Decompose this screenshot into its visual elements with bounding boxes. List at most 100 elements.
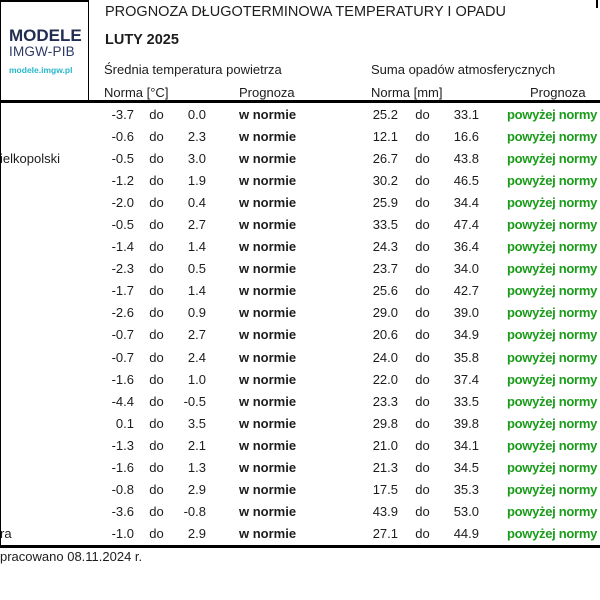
temp-forecast-value: w normie [239,217,297,233]
temp-norm-max: 1.0 [187,371,206,387]
temp-forecast-value: w normie [239,526,297,542]
table-row: -1.7 do 1.4 w normie 25.6 do 42.7 powyżej normy [0,280,600,302]
prepared-date: pracowano 08.11.2024 r. [0,549,143,564]
precip-forecast-value: powyżej normy [507,172,598,188]
temp-forecast-value: w normie [239,194,297,210]
temp-forecast-header: Prognoza [239,85,295,100]
precip-norm-min: 29.0 [372,305,398,321]
table-bottom-border [0,545,600,548]
range-word: do [415,172,430,188]
precip-norm-min: 22.0 [372,371,398,387]
table-row: 0.1 do 3.5 w normie 29.8 do 39.8 powyżej normy [0,412,600,434]
range-word: do [149,305,164,321]
table-row: -0.7 do 2.7 w normie 20.6 do 34.9 powyżej normy [0,324,600,346]
range-word: do [149,460,164,476]
precip-forecast-value: powyżej normy [507,239,598,255]
range-word: do [149,327,164,343]
logo-url-link[interactable]: modele.imgw.pl [9,64,73,75]
temp-norm-min: -2.3 [111,261,134,277]
temp-norm-max: 2.7 [187,327,206,343]
precip-forecast-value: powyżej normy [507,460,598,476]
precip-forecast-value: powyżej normy [507,261,598,277]
precip-forecast-value: powyżej normy [507,283,598,299]
range-word: do [415,437,430,453]
range-word: do [149,194,164,210]
page-subtitle: LUTY 2025 [105,32,179,48]
precip-forecast-value: powyżej normy [507,327,598,343]
precip-norm-max: 42.7 [453,283,479,299]
table-row: ielkopolski -0.5 do 3.0 w normie 26.7 do 43.8 po… [0,147,600,169]
precip-forecast-value: powyżej normy [507,150,598,166]
temp-forecast-value: w normie [239,128,297,144]
precip-norm-max: 34.5 [453,460,479,476]
temp-norm-max: 0.5 [187,261,206,277]
precip-forecast-value: powyżej normy [507,217,598,233]
precip-forecast-value: powyżej normy [507,194,598,210]
range-word: do [415,371,430,387]
precip-norm-max: 34.0 [453,261,479,277]
temp-norm-min: -1.3 [111,437,134,453]
precip-forecast-value: powyżej normy [507,393,598,409]
temp-norm-max: 1.4 [187,283,206,299]
temp-norm-min: -0.6 [111,128,134,144]
temp-norm-max: 1.9 [187,172,206,188]
temp-forecast-value: w normie [239,239,297,255]
range-word: do [415,128,430,144]
range-word: do [415,415,430,431]
precip-norm-max: 53.0 [453,504,479,520]
precip-norm-min: 27.1 [372,526,398,542]
temp-norm-min: -0.7 [111,327,134,343]
logo-imgw-pib-text: IMGW-PIB [9,44,75,59]
precip-norm-min: 26.7 [372,150,398,166]
temp-forecast-value: w normie [239,371,297,387]
range-word: do [149,371,164,387]
temp-forecast-value: w normie [239,504,297,520]
precip-forecast-value: powyżej normy [507,128,598,144]
temp-norm-min: -0.5 [111,217,134,233]
range-word: do [149,393,164,409]
table-row: -0.8 do 2.9 w normie 17.5 do 35.3 powyżej normy [0,479,600,501]
range-word: do [415,305,430,321]
temp-norm-max: 2.7 [187,217,206,233]
temp-norm-min: -1.6 [111,371,134,387]
temp-norm-max: 3.5 [187,415,206,431]
temp-norm-max: 2.9 [187,526,206,542]
table-row: -1.4 do 1.4 w normie 24.3 do 36.4 powyżej normy [0,236,600,258]
header-divider [0,100,600,103]
temp-forecast-value: w normie [239,327,297,343]
temp-forecast-value: w normie [239,415,297,431]
precip-forecast-value: powyżej normy [507,415,598,431]
range-word: do [415,194,430,210]
temp-forecast-value: w normie [239,106,297,122]
range-word: do [149,217,164,233]
table-row: -3.6 do -0.8 w normie 43.9 do 53.0 powyżej norm… [0,501,600,523]
precip-norm-max: 37.4 [453,371,479,387]
temp-forecast-value: w normie [239,172,297,188]
precip-norm-min: 12.1 [372,128,398,144]
precip-norm-min: 43.9 [372,504,398,520]
precip-forecast-value: powyżej normy [507,437,598,453]
city-name: ra [0,526,12,542]
temp-norm-min: -2.6 [111,305,134,321]
precip-norm-max: 39.8 [453,415,479,431]
precip-norm-header: Norma [mm] [371,85,443,100]
temp-norm-max: 3.0 [187,150,206,166]
precip-forecast-value: powyżej normy [507,305,598,321]
range-word: do [149,283,164,299]
table-row: -2.0 do 0.4 w normie 25.9 do 34.4 powyżej normy [0,191,600,213]
range-word: do [415,239,430,255]
range-word: do [415,526,430,542]
table-row: -1.6 do 1.0 w normie 22.0 do 37.4 powyżej normy [0,368,600,390]
table-row: -1.6 do 1.3 w normie 21.3 do 34.5 powyżej normy [0,457,600,479]
temp-norm-max: 2.4 [187,349,206,365]
imgw-logo: MODELE IMGW-PIB modele.imgw.pl [0,0,89,101]
temp-forecast-value: w normie [239,482,297,498]
table-row: -0.7 do 2.4 w normie 24.0 do 35.8 powyżej normy [0,346,600,368]
table-row: ra -1.0 do 2.9 w normie 27.1 do 44.9 powyżej nor… [0,523,600,545]
temp-norm-min: -3.6 [111,504,134,520]
temp-norm-header: Norma [°C] [104,85,169,100]
temp-norm-max: -0.5 [183,393,206,409]
table-left-border [0,0,1,547]
precip-norm-max: 44.9 [453,526,479,542]
